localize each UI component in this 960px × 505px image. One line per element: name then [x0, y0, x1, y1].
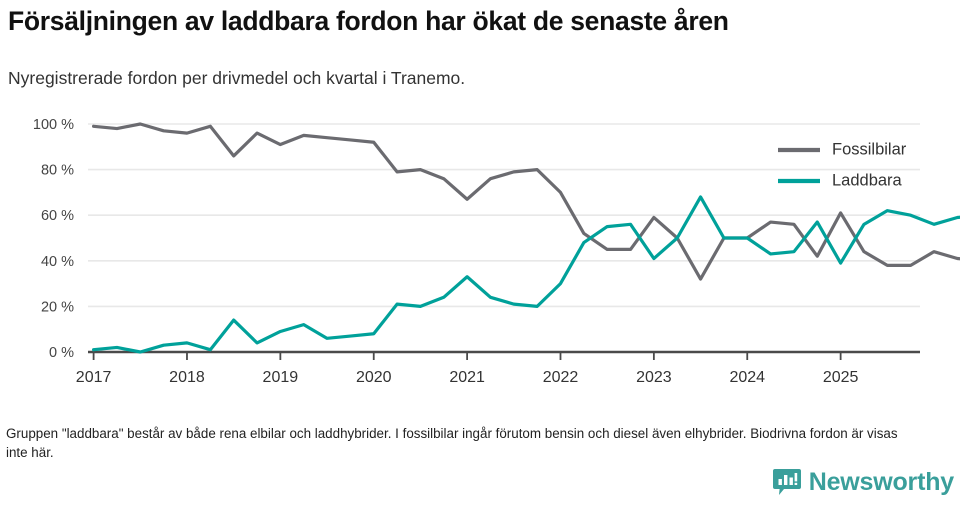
x-axis-tick-label: 2025 — [823, 369, 859, 386]
legend-label-fossilbilar[interactable]: Fossilbilar — [832, 140, 907, 158]
bar-chart-bubble-icon — [772, 469, 801, 495]
x-axis-tick-label: 2024 — [729, 369, 765, 386]
x-axis-tick-label: 2017 — [76, 369, 112, 386]
y-axis-tick-label: 100 % — [33, 117, 74, 133]
x-axis-tick-label: 2022 — [543, 369, 579, 386]
gridlines — [88, 123, 920, 354]
y-axis-tick-label: 40 % — [41, 254, 74, 270]
data-series — [91, 122, 960, 354]
x-axis-tick-label: 2019 — [263, 369, 299, 386]
y-axis-tick-label: 80 % — [41, 163, 74, 179]
page-title: Försäljningen av laddbara fordon har öka… — [8, 6, 729, 36]
series-line-fossilbilar — [91, 122, 960, 281]
chart-footnote: Gruppen "laddbara" består av både rena e… — [6, 426, 898, 460]
legend-label-laddbara[interactable]: Laddbara — [832, 171, 903, 189]
chart-legend[interactable]: Fossilbilar Laddbara — [778, 140, 907, 189]
brand-name: Newsworthy — [808, 467, 954, 496]
line-chart-svg: 0 % 20 % 40 % 60 % 80 % 100 % 2017 2018 2019 202… — [33, 117, 960, 386]
series-line-laddbara — [91, 195, 960, 354]
y-axis-tick-label: 0 % — [49, 345, 74, 361]
x-axis-tick-labels: 2017 2018 2019 2020 2021 2022 2023 2024 2025 — [76, 369, 859, 386]
chart-plot-area: 0 % 20 % 40 % 60 % 80 % 100 % 2017 2018 2019 202… — [0, 100, 960, 390]
x-axis-ticks — [92, 352, 842, 360]
x-axis-tick-label: 2021 — [449, 369, 485, 386]
y-axis-tick-label: 60 % — [41, 208, 74, 224]
y-axis-tick-labels: 0 % 20 % 40 % 60 % 80 % 100 % — [33, 117, 74, 361]
y-axis-tick-label: 20 % — [41, 299, 74, 315]
x-axis-tick-label: 2023 — [636, 369, 672, 386]
x-axis-tick-label: 2020 — [356, 369, 392, 386]
x-axis-tick-label: 2018 — [169, 369, 205, 386]
chart-subtitle: Nyregistrerade fordon per drivmedel och … — [8, 68, 466, 88]
newsworthy-logo[interactable]: Newsworthy — [772, 467, 954, 497]
